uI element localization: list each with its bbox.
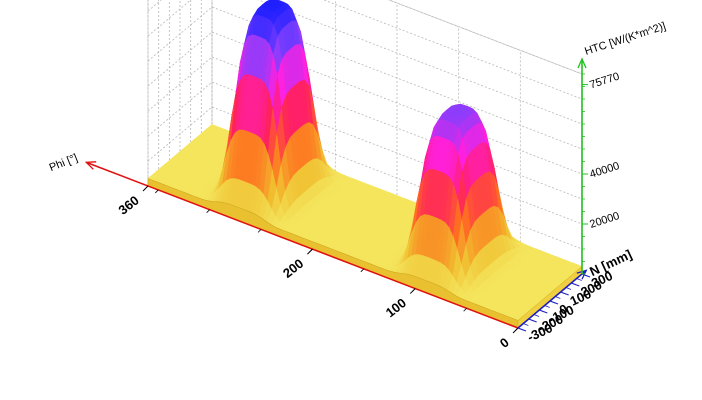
x-minor-tick (257, 229, 262, 233)
y-minor-tick (565, 287, 572, 290)
y-minor-tick (517, 327, 524, 331)
grid-line-z (147, 0, 583, 100)
x-tick-label: 0 (497, 335, 512, 351)
x-axis-arrow (84, 161, 97, 170)
z-axis-title: HTC [W/(K*m^2)] (583, 20, 667, 58)
y-minor-tick (571, 282, 577, 286)
y-axis-line (517, 269, 587, 329)
x-tick-mark (142, 185, 149, 192)
z-tick-label: 75770 (588, 71, 621, 92)
z-tick-label: 40000 (588, 160, 621, 181)
x-minor-tick (411, 288, 416, 292)
y-minor-tick (523, 323, 529, 326)
x-minor-tick (463, 307, 467, 312)
x-tick-label: 360 (116, 193, 142, 218)
x-minor-tick (206, 209, 210, 213)
x-minor-tick (309, 248, 313, 253)
y-minor-tick (544, 305, 550, 308)
grid-line-z (147, 0, 583, 125)
z-tick-label: 20000 (588, 210, 621, 231)
y-minor-tick (560, 291, 566, 295)
y-minor-tick (539, 309, 545, 313)
y-minor-tick (533, 314, 540, 317)
x-minor-tick (154, 189, 159, 194)
x-minor-tick (360, 268, 365, 273)
x-axis-title: Phi [°] (48, 152, 80, 174)
y-minor-tick (528, 318, 534, 322)
z-axis-arrow (577, 57, 587, 69)
x-tick-label: 200 (280, 256, 306, 281)
y-minor-tick (555, 296, 561, 299)
y-axis-arrow (576, 269, 588, 280)
y-minor-tick (549, 300, 556, 304)
y-minor-tick (576, 278, 582, 281)
x-minor-tick (514, 327, 519, 332)
x-tick-label: 100 (383, 295, 409, 320)
surface-front-skirt (147, 178, 519, 329)
surface-layer (147, 0, 583, 329)
grid-line-z (388, 0, 583, 75)
x-axis-line (86, 161, 519, 329)
